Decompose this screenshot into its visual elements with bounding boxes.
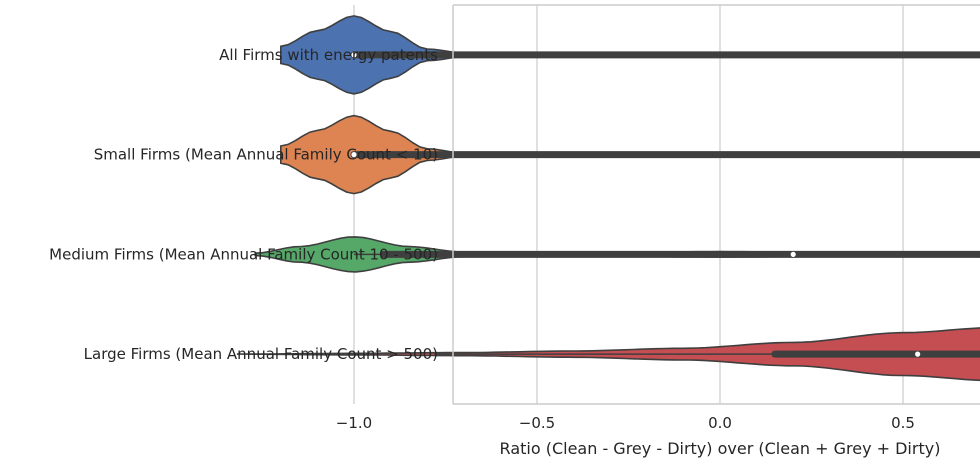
- violins: [236, 15, 980, 382]
- axes-frame: [452, 4, 980, 405]
- category-label-0: All Firms with energy patents: [219, 46, 438, 64]
- category-labels: All Firms with energy patents Small Firms…: [49, 46, 438, 363]
- category-label-2: Medium Firms (Mean Annual Family Count 1…: [49, 245, 438, 263]
- x-tick-label-1: −0.5: [519, 414, 555, 432]
- x-tick-label-0: −1.0: [336, 414, 372, 432]
- x-tick-label-3: 0.5: [891, 414, 915, 432]
- median-point-1: [351, 152, 357, 158]
- x-tick-label-2: 0.0: [708, 414, 732, 432]
- median-point-3: [915, 351, 921, 357]
- category-label-1: Small Firms (Mean Annual Family Count < …: [94, 146, 438, 164]
- median-point-0: [351, 52, 357, 58]
- median-point-2: [790, 251, 796, 257]
- category-label-3: Large Firms (Mean Annual Family Count > …: [84, 345, 438, 363]
- x-axis-label: Ratio (Clean - Grey - Dirty) over (Clean…: [500, 439, 941, 458]
- x-ticks: −1.0−0.50.00.51.0: [336, 414, 915, 432]
